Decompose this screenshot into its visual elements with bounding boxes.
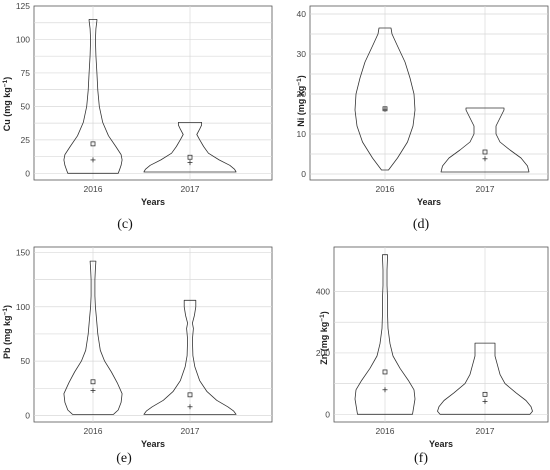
x-axis-label: Years	[417, 197, 441, 207]
y-tick-label: 100	[16, 34, 30, 44]
median-marker-2017	[482, 398, 488, 404]
panel-label: (d)	[413, 217, 430, 232]
mean-marker-2016	[382, 369, 388, 375]
x-tick-label: 2016	[84, 426, 103, 436]
y-tick-label: 400	[316, 287, 330, 297]
y-tick-label: 10	[297, 129, 307, 139]
y-axis-label: Ni (mg kg−1)	[296, 75, 306, 126]
median-marker-2016	[90, 387, 96, 393]
y-tick-label: 30	[297, 49, 307, 59]
panel-e: 0 50 100 150 2016 2017 Years Pb (mg kg−1) (e)	[2, 246, 273, 466]
y-axis-label: Zn (mg kg−1)	[319, 311, 329, 364]
x-tick-label: 2016	[84, 184, 103, 194]
y-tick-label: 25	[21, 135, 31, 145]
violin-2017	[437, 342, 533, 415]
x-tick-label: 2016	[376, 426, 395, 436]
x-tick-label: 2017	[181, 426, 200, 436]
mean-marker-2016	[90, 379, 96, 385]
y-tick-label: 200	[316, 348, 330, 358]
panel-label: (f)	[414, 451, 428, 466]
mean-marker-2016	[90, 141, 96, 147]
violin-2016	[354, 27, 416, 171]
x-tick-label: 2017	[476, 184, 495, 194]
y-axis-label: Cu (mg kg−1)	[2, 77, 12, 131]
x-tick-label: 2017	[181, 184, 200, 194]
mean-marker-2017	[187, 154, 193, 160]
violin-2017	[143, 299, 237, 415]
mean-marker-2017	[482, 149, 488, 155]
y-tick-label: 50	[21, 101, 31, 111]
violin-2016	[63, 19, 123, 174]
x-axis-label: Years	[141, 439, 165, 449]
y-axis-label: Pb (mg kg−1)	[2, 305, 12, 359]
plot-frame	[333, 246, 549, 423]
y-tick-label: 150	[16, 247, 30, 257]
mean-marker-2017	[482, 391, 488, 397]
y-tick-label: 50	[21, 356, 31, 366]
y-tick-label: 0	[325, 409, 330, 419]
panel-f: 0 200 400 2016 2017 Years Zn (mg kg−1) (f)	[316, 246, 549, 466]
panel-c: 0 25 50 75 100 125 2016 2017 Years Cu (mg kg−1) (c…	[2, 1, 273, 232]
median-marker-2016	[382, 387, 388, 393]
violin-2016	[354, 254, 416, 415]
plot-frame	[309, 5, 549, 181]
x-tick-label: 2017	[476, 426, 495, 436]
violin-2016	[63, 260, 123, 415]
median-marker-2017	[187, 404, 193, 410]
y-tick-label: 40	[297, 9, 307, 19]
y-tick-label: 0	[25, 410, 30, 420]
median-marker-2016	[382, 106, 388, 112]
y-tick-label: 20	[297, 89, 307, 99]
y-tick-label: 100	[16, 302, 30, 312]
violin-2017	[440, 107, 530, 173]
y-tick-label: 75	[21, 68, 31, 78]
y-tick-label: 0	[25, 168, 30, 178]
median-marker-2017	[187, 160, 193, 166]
panel-label: (c)	[117, 217, 133, 232]
x-tick-label: 2016	[376, 184, 395, 194]
median-marker-2016	[90, 157, 96, 163]
median-marker-2017	[482, 156, 488, 162]
y-tick-label: 0	[301, 169, 306, 179]
panel-label: (e)	[116, 451, 132, 466]
x-axis-label: Years	[429, 439, 453, 449]
mean-marker-2017	[187, 392, 193, 398]
violin-2017	[143, 122, 237, 173]
y-tick-label: 125	[16, 1, 30, 11]
panel-d: 0 10 20 30 40 2016 2017 Years Ni (mg kg−1) (d)	[296, 5, 549, 232]
plot-frame	[33, 5, 273, 181]
plot-frame	[33, 246, 273, 423]
x-axis-label: Years	[141, 197, 165, 207]
